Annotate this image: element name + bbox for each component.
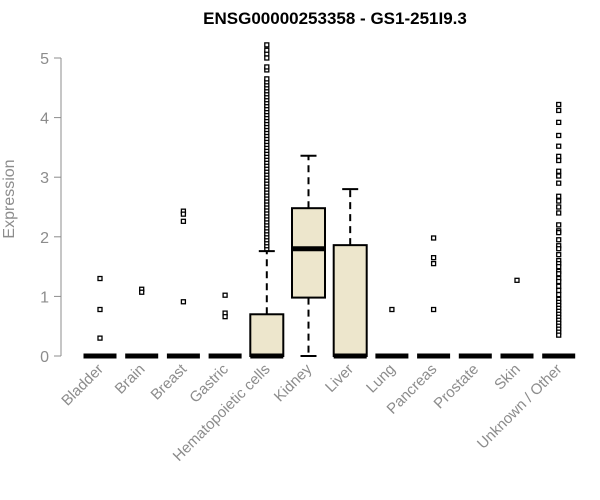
outlier-point xyxy=(556,132,562,139)
outlier-point xyxy=(556,271,562,277)
y-tick-label-0: 0 xyxy=(40,349,49,366)
box-group-0 xyxy=(83,275,117,359)
outlier-point xyxy=(556,193,562,199)
category-label: Breast xyxy=(148,360,191,403)
outlier-point xyxy=(139,289,145,295)
category-label: Brain xyxy=(112,361,149,398)
outlier-point xyxy=(180,218,187,224)
box-body xyxy=(249,313,285,357)
y-axis-label: Expression xyxy=(1,159,18,238)
outlier-point xyxy=(556,283,562,289)
outlier-point xyxy=(430,235,437,241)
outlier-point xyxy=(556,143,562,149)
box-group-5 xyxy=(291,154,326,357)
box-group-6 xyxy=(332,188,368,359)
box-group-7 xyxy=(375,306,409,359)
outlier-point xyxy=(556,173,562,179)
outlier-point xyxy=(556,107,562,114)
box-body xyxy=(291,207,326,299)
outlier-point xyxy=(556,229,562,236)
category-label: Prostate xyxy=(431,361,483,413)
outlier-point xyxy=(556,287,562,294)
outlier-point xyxy=(264,76,270,82)
category-label: Skin xyxy=(491,361,524,394)
category-label: Liver xyxy=(322,361,357,396)
outlier-point xyxy=(556,168,562,174)
y-tick-label-3: 3 xyxy=(40,170,49,187)
box-group-4 xyxy=(249,42,285,359)
outlier-point xyxy=(97,335,103,341)
outlier-point xyxy=(97,275,103,282)
outlier-point xyxy=(222,292,228,298)
outlier-point xyxy=(264,55,270,61)
outlier-point xyxy=(180,211,187,217)
outlier-point xyxy=(264,42,270,48)
outlier-point xyxy=(514,277,520,283)
category-label: Bladder xyxy=(58,361,107,410)
outlier-point xyxy=(556,204,562,210)
outlier-point xyxy=(556,246,562,252)
outlier-point xyxy=(430,306,437,313)
box-group-3 xyxy=(208,292,242,359)
y-tick-label-1: 1 xyxy=(40,289,49,306)
box-group-2 xyxy=(166,208,200,359)
y-tick-label-5: 5 xyxy=(40,51,49,68)
outlier-point xyxy=(556,291,562,298)
outlier-point xyxy=(556,252,562,258)
box-group-10 xyxy=(500,277,534,359)
outlier-point xyxy=(180,299,187,305)
outlier-point xyxy=(97,306,103,313)
outlier-point xyxy=(264,64,270,70)
y-tick-label-2: 2 xyxy=(40,230,49,247)
outlier-point xyxy=(556,119,562,126)
outlier-point xyxy=(556,153,562,159)
outlier-point xyxy=(556,101,562,108)
outlier-point xyxy=(556,157,562,164)
outlier-point xyxy=(264,47,270,53)
category-label: Kidney xyxy=(271,360,316,405)
outlier-point xyxy=(556,263,562,270)
outlier-point xyxy=(430,255,437,261)
box-group-11 xyxy=(542,101,576,359)
outlier-point xyxy=(430,260,437,267)
outlier-point xyxy=(556,332,562,338)
outlier-point xyxy=(222,314,228,320)
chart-title: ENSG00000253358 - GS1-251I9.3 xyxy=(203,9,467,28)
box-group-1 xyxy=(125,286,159,359)
outlier-point xyxy=(556,210,562,216)
box-body xyxy=(332,244,368,357)
box-group-8 xyxy=(417,235,451,359)
outlier-point xyxy=(556,278,562,285)
outlier-point xyxy=(556,222,562,228)
outlier-point xyxy=(556,180,562,186)
outlier-point xyxy=(389,306,395,313)
outlier-point xyxy=(556,198,562,204)
category-label: Lung xyxy=(363,361,399,397)
outlier-point xyxy=(556,237,562,243)
y-tick-label-4: 4 xyxy=(40,111,49,128)
